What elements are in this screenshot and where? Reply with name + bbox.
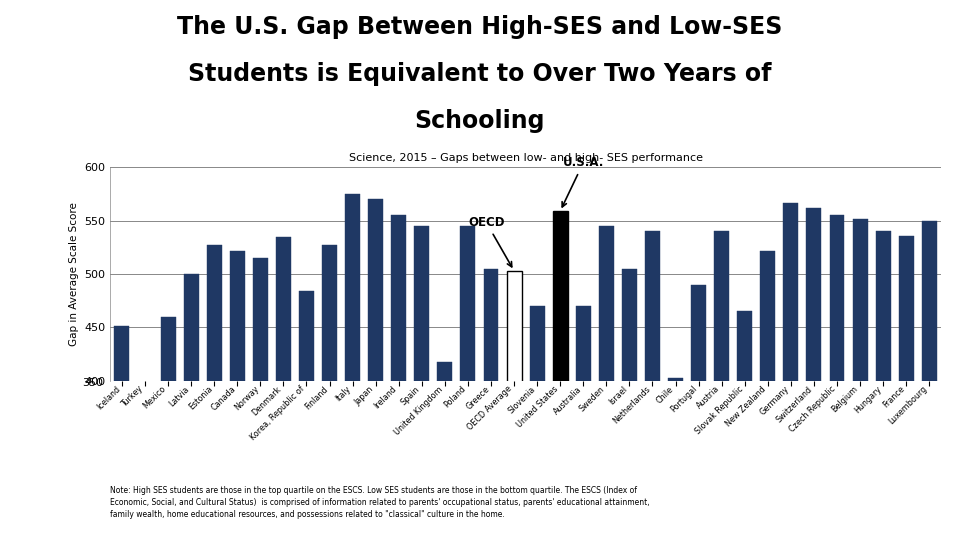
Text: New Zealand: New Zealand xyxy=(724,384,768,428)
Text: Greece: Greece xyxy=(464,384,491,411)
Text: Iceland: Iceland xyxy=(95,384,122,411)
Text: Netherlands: Netherlands xyxy=(612,384,653,426)
Bar xyxy=(553,211,567,434)
Bar xyxy=(737,312,753,434)
Bar xyxy=(252,258,268,434)
Text: Japan: Japan xyxy=(353,384,375,407)
Text: Luxembourg: Luxembourg xyxy=(887,384,929,427)
Bar xyxy=(438,361,452,434)
Bar xyxy=(276,237,291,434)
Bar xyxy=(668,377,683,434)
Text: Norway: Norway xyxy=(232,384,260,413)
Y-axis label: Gap in Average Scale Score: Gap in Average Scale Score xyxy=(69,202,79,346)
Text: U.S.A.: U.S.A. xyxy=(563,157,604,207)
Text: Czech Republic: Czech Republic xyxy=(787,384,837,434)
Bar xyxy=(852,219,868,434)
Bar xyxy=(461,226,475,434)
Bar xyxy=(507,271,521,434)
Bar xyxy=(622,269,636,434)
Bar xyxy=(714,231,730,434)
Bar xyxy=(760,251,776,434)
Text: Belgium: Belgium xyxy=(830,384,860,414)
Text: Italy: Italy xyxy=(334,384,352,403)
Bar xyxy=(183,274,199,434)
Text: Israel: Israel xyxy=(608,384,630,407)
Bar xyxy=(691,285,707,434)
Text: France: France xyxy=(881,384,906,410)
Bar xyxy=(645,231,660,434)
Bar xyxy=(392,215,406,434)
Text: The U.S. Gap Between High-SES and Low-SES: The U.S. Gap Between High-SES and Low-SE… xyxy=(178,15,782,38)
Text: © 2017 THE EDUCATION TRUST: © 2017 THE EDUCATION TRUST xyxy=(738,513,946,526)
Text: Denmark: Denmark xyxy=(251,384,283,417)
Bar xyxy=(484,269,498,434)
Text: Slovak Republic: Slovak Republic xyxy=(693,384,745,436)
Text: Latvia: Latvia xyxy=(167,384,191,408)
Text: Spain: Spain xyxy=(399,384,421,407)
Text: Austria: Austria xyxy=(695,384,722,411)
Text: Ireland: Ireland xyxy=(372,384,398,410)
Text: Chile: Chile xyxy=(655,384,676,405)
Text: Turkey: Turkey xyxy=(120,384,145,409)
Text: Schooling: Schooling xyxy=(415,109,545,133)
Text: Canada: Canada xyxy=(209,384,237,413)
Bar xyxy=(322,245,337,434)
Bar xyxy=(599,226,613,434)
Text: 350: 350 xyxy=(83,378,104,388)
Bar xyxy=(229,251,245,434)
Text: Science, 2015 – Gaps between low- and high- SES performance: Science, 2015 – Gaps between low- and hi… xyxy=(348,153,703,163)
Bar xyxy=(829,215,845,434)
Text: Australia: Australia xyxy=(552,384,584,416)
Bar xyxy=(369,199,383,434)
Bar xyxy=(876,231,891,434)
Text: United States: United States xyxy=(516,384,561,429)
Text: Students is Equivalent to Over Two Years of: Students is Equivalent to Over Two Years… xyxy=(188,62,772,86)
Text: OECD: OECD xyxy=(468,216,512,267)
Bar xyxy=(206,245,222,434)
Bar xyxy=(783,202,799,434)
Bar xyxy=(415,226,429,434)
Bar xyxy=(299,291,314,434)
Bar xyxy=(899,235,914,434)
Text: Slovenia: Slovenia xyxy=(507,384,538,415)
Bar xyxy=(160,316,176,434)
Text: Korea, Republic of: Korea, Republic of xyxy=(249,384,306,442)
Text: OECD Average: OECD Average xyxy=(466,384,514,433)
Text: Poland: Poland xyxy=(443,384,468,410)
Text: Note: High SES students are those in the top quartile on the ESCS. Low SES stude: Note: High SES students are those in the… xyxy=(110,486,650,519)
Text: Sweden: Sweden xyxy=(578,384,607,413)
Text: Hungary: Hungary xyxy=(852,384,883,415)
Text: Estonia: Estonia xyxy=(187,384,214,411)
Bar xyxy=(114,326,130,434)
Text: Switzerland: Switzerland xyxy=(775,384,814,424)
Bar xyxy=(576,306,590,434)
Bar xyxy=(922,221,937,434)
Bar xyxy=(530,306,544,434)
Text: Mexico: Mexico xyxy=(142,384,168,411)
Bar xyxy=(345,194,360,434)
Text: United Kingdom: United Kingdom xyxy=(393,384,444,436)
Bar xyxy=(137,388,153,434)
Text: Finland: Finland xyxy=(303,384,329,411)
Text: Germany: Germany xyxy=(758,384,791,417)
Text: Portugal: Portugal xyxy=(668,384,699,414)
Bar xyxy=(806,208,822,434)
